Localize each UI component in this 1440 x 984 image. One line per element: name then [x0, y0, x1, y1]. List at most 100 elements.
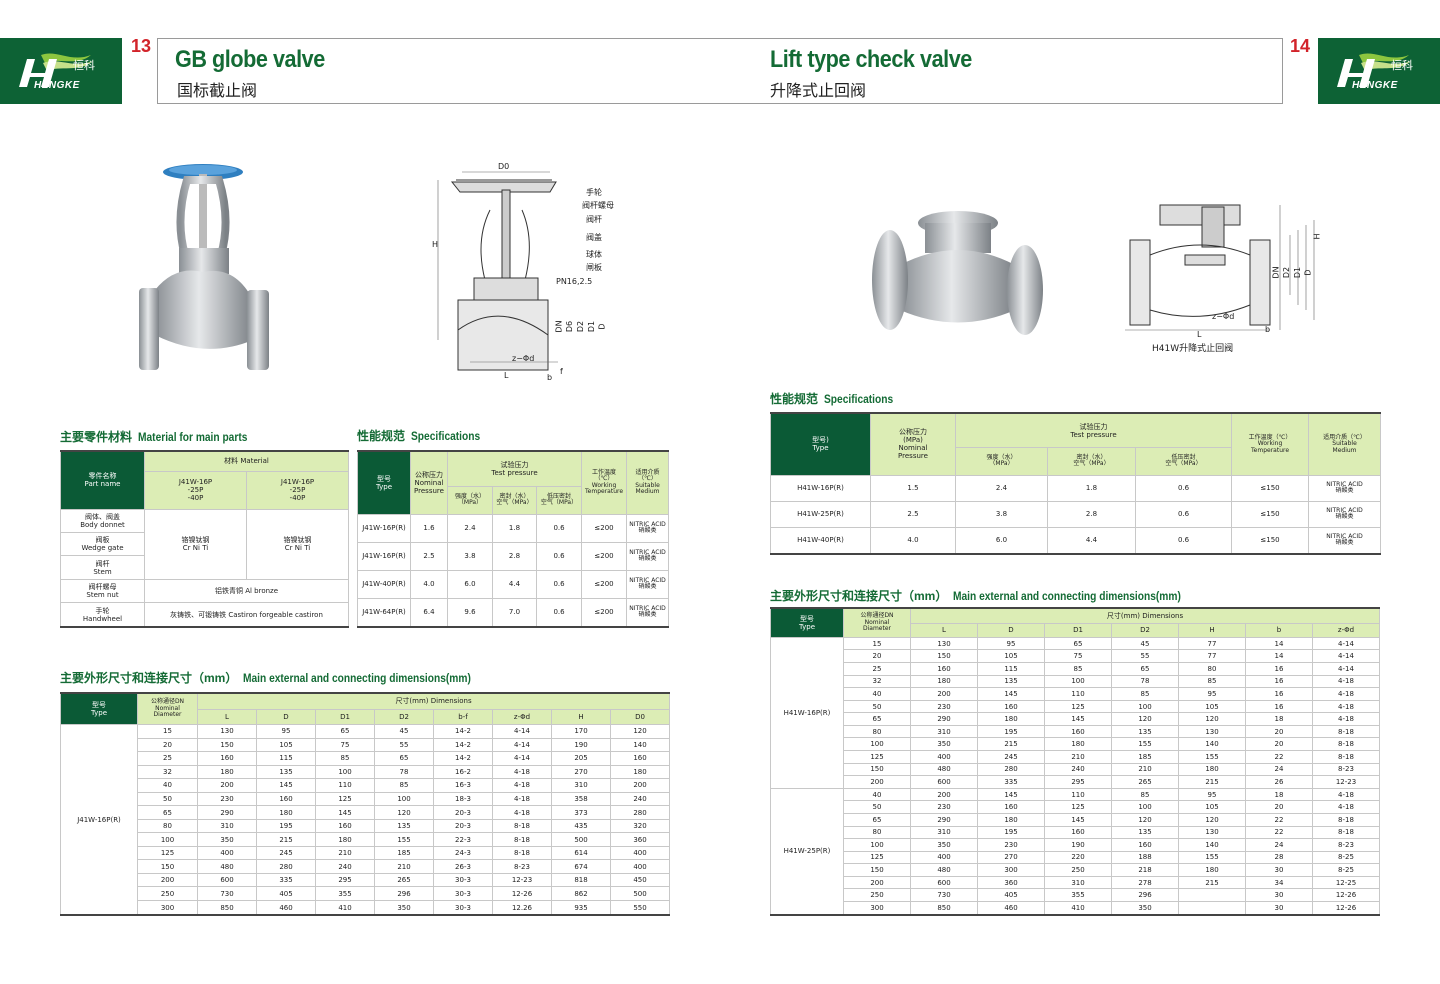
dn-cell: 125 — [137, 845, 198, 861]
page-number-left: 13 — [131, 36, 152, 56]
value-cell: 110 — [1044, 787, 1112, 802]
brand-name-en: HENGKE — [34, 80, 80, 91]
low-header: 低压密封 空气（MPa） — [1134, 447, 1233, 476]
value-cell: NITRIC ACID 硝酸类 — [626, 541, 670, 571]
value-cell: 1.6 — [410, 513, 448, 543]
value-cell: 180 — [609, 764, 671, 780]
value-cell: 26 — [1245, 775, 1313, 789]
type-cell: J41W-16P(R) — [357, 513, 411, 543]
dimensions-header: 尺寸(mm) Dimensions — [910, 607, 1380, 624]
value-cell: 95 — [977, 636, 1045, 651]
value-cell: 850 — [910, 901, 978, 916]
globe-valve-photo — [139, 164, 269, 370]
value-cell: 155 — [1178, 750, 1246, 764]
test-pressure-header: 试验压力 Test pressure — [446, 450, 583, 487]
table-row: 80 310 195 160 135 130 20 8-18 — [771, 724, 1380, 739]
value-cell: 280 — [977, 762, 1045, 777]
value-cell: 8-18 — [1312, 812, 1380, 827]
part-label-stem-nut: 阀杆螺母 — [582, 201, 614, 210]
table-row: 80 310 195 160 135 130 22 8-18 — [771, 825, 1380, 840]
value-cell: 100 — [315, 764, 375, 780]
table-row: J41W-64P(R) 6.4 9.6 7.0 0.6 ≤200 NITRIC ACID 硝… — [357, 597, 670, 628]
dim-label-f: f — [560, 367, 563, 376]
value-cell: 18 — [1245, 712, 1313, 726]
value-cell: 140 — [609, 737, 671, 753]
value-cell: 400 — [609, 845, 671, 861]
value-cell: 160 — [1044, 825, 1112, 840]
value-cell: 65 — [374, 751, 434, 766]
value-cell: 600 — [910, 775, 978, 789]
value-cell: 4-14 — [492, 724, 552, 739]
check-dim-b: b — [1265, 325, 1271, 334]
value-cell: 30 — [1245, 901, 1313, 916]
value-cell: 150 — [197, 737, 257, 753]
title-box — [157, 38, 1283, 104]
table-row: H41W-16P(R) 15 130 95 65 45 77 14 4-14 — [770, 636, 1380, 789]
value-cell: 0.6 — [535, 597, 583, 628]
value-cell: 185 — [374, 845, 434, 861]
value-cell: 290 — [910, 812, 978, 827]
dim-label-d: D — [597, 323, 607, 330]
left-dims-table: 型号 Type 公称通径DN Nominal Diameter 尺寸(mm) Dim… — [60, 692, 671, 916]
value-cell: 34 — [1245, 875, 1313, 890]
value-cell: 180 — [1044, 737, 1112, 752]
type-cell: H41W-25P(R) — [770, 787, 844, 916]
value-cell: 4-18 — [1312, 687, 1380, 701]
value-cell: NITRIC ACID 硝酸类 — [1308, 474, 1382, 502]
value-cell: 550 — [609, 900, 671, 916]
value-cell: 135 — [1111, 825, 1179, 840]
value-cell: 245 — [256, 845, 316, 861]
value-cell: 8-18 — [1312, 724, 1380, 739]
table-row: 125 400 245 210 185 155 22 8-18 — [771, 750, 1380, 764]
value-cell: 85 — [1178, 674, 1246, 689]
type-header: 型号 Type — [60, 692, 138, 726]
dn-cell: 80 — [843, 724, 911, 739]
value-cell: 6.4 — [410, 597, 448, 628]
value-cell: 270 — [977, 850, 1045, 865]
value-cell: 480 — [197, 859, 257, 874]
value-cell: 120 — [609, 724, 671, 739]
value-cell: 270 — [551, 764, 611, 780]
value-cell: 135 — [1111, 724, 1179, 739]
value-cell: 85 — [315, 751, 375, 766]
dn-cell: 65 — [137, 805, 198, 820]
type-header: 型号) Type — [770, 412, 871, 476]
value-cell: 8-18 — [1312, 737, 1380, 752]
value-cell: 78 — [1111, 674, 1179, 689]
value-cell: 310 — [551, 778, 611, 793]
value-cell: 320 — [609, 818, 671, 834]
part-label-stem: 阀杆 — [586, 215, 602, 224]
value-cell: 210 — [315, 845, 375, 861]
value-cell: 30 — [1245, 863, 1313, 877]
value-cell: 210 — [1044, 750, 1112, 764]
table-row: 200 600 360 310 278 215 34 12-25 — [771, 875, 1380, 890]
value-cell: 6.0 — [955, 526, 1048, 555]
part-name-header: 零件名称 Part name — [60, 450, 145, 510]
right-dims-table: 型号 Type 公称通径DN Nominal Diameter 尺寸(mm) Dim… — [770, 607, 1380, 916]
value-cell: 170 — [551, 724, 611, 739]
value-cell: 130 — [1178, 724, 1246, 739]
dn-cell: 150 — [843, 762, 911, 777]
table-row: H41W-16P(R) 1.5 2.4 1.8 0.6 ≤150 NITRIC ACID 硝… — [770, 474, 1382, 502]
value-cell: 205 — [551, 751, 611, 766]
value-cell: 0.6 — [535, 513, 583, 543]
dn-cell: 125 — [843, 850, 911, 865]
value-cell: 145 — [256, 778, 316, 793]
value-cell: 480 — [910, 762, 978, 777]
material-handwheel: 灰铸铁、可锻铸铁 Castiron forgeable castiron — [143, 602, 350, 628]
value-cell: 180 — [910, 674, 978, 689]
table-row: J41W-40P(R) 4.0 6.0 4.4 0.6 ≤200 NITRIC ACID 硝… — [357, 569, 670, 599]
table-row: 65 290 180 145 120 20-3 4-18 373 280 — [61, 805, 671, 820]
value-cell: 296 — [1111, 888, 1179, 902]
page-number-right: 14 — [1290, 36, 1311, 56]
value-cell: 80 — [1178, 662, 1246, 676]
material-model-1: J41W-16P -25P -40P — [144, 470, 247, 510]
value-cell: 190 — [1044, 838, 1112, 852]
dn-cell: 100 — [843, 838, 911, 852]
value-cell: ≤200 — [581, 597, 628, 628]
value-cell: 290 — [910, 712, 978, 726]
dn-cell: 50 — [843, 699, 911, 714]
dim-col-header: b-f — [433, 708, 493, 726]
value-cell: 75 — [1044, 649, 1112, 663]
value-cell: 160 — [1111, 838, 1179, 852]
